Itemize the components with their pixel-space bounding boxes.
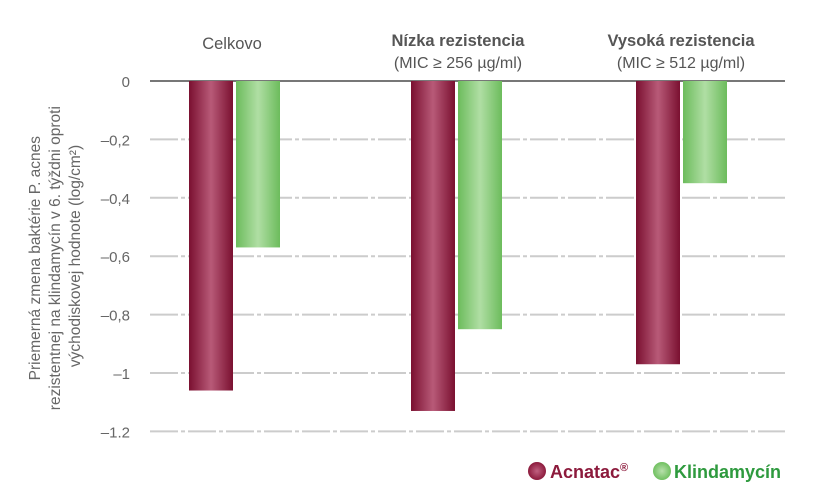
legend-label-klindamycin: Klindamycín <box>674 462 781 482</box>
group-title: Nízka rezistencia <box>392 32 526 50</box>
bar-acnatac <box>411 81 455 411</box>
y-tick-label: –1.2 <box>101 424 130 441</box>
legend-label-acnatac: Acnatac® <box>550 462 628 482</box>
bar-acnatac <box>636 81 680 365</box>
bar-klindamycin <box>458 81 502 330</box>
bar-acnatac <box>189 81 233 391</box>
group-title: Celkovo <box>202 35 262 53</box>
y-tick-label: 0 <box>122 74 130 91</box>
y-tick-label: –0,4 <box>101 191 130 208</box>
bar-klindamycin <box>683 81 727 184</box>
group-subtitle: (MIC ≥ 512 µg/ml) <box>617 55 745 72</box>
y-tick-label: –0,6 <box>101 249 130 266</box>
y-tick-label: –0,8 <box>101 308 130 325</box>
bar-klindamycin <box>236 81 280 248</box>
group-title: Vysoká rezistencia <box>607 32 755 50</box>
legend-marker-klindamycin <box>653 462 671 480</box>
group-subtitle: (MIC ≥ 256 µg/ml) <box>394 55 522 72</box>
y-axis-label: Priemerná zmena baktérie P. acnes rezist… <box>27 102 84 410</box>
y-tick-label: –1 <box>113 366 130 383</box>
y-tick-label: –0,2 <box>101 132 130 149</box>
legend: Acnatac® Klindamycín <box>528 462 781 482</box>
legend-marker-acnatac <box>528 462 546 480</box>
